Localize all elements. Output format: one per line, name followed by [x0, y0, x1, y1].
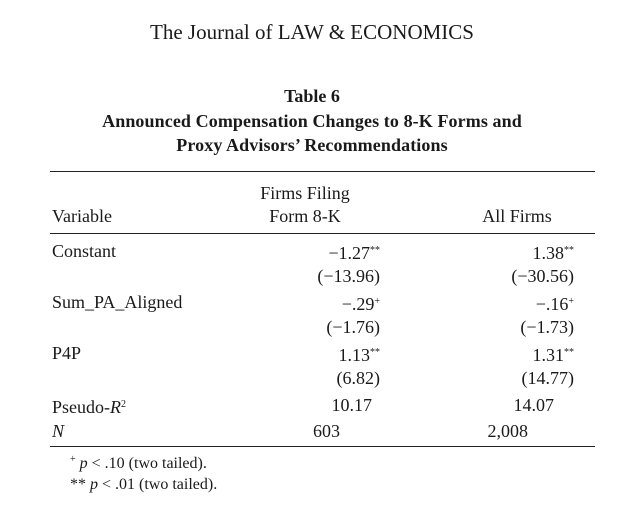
row-label-n: N — [52, 421, 65, 441]
table-title-line2: Proxy Advisors’ Recommendations — [176, 135, 448, 155]
p4p-col2-t: (14.77) — [521, 368, 575, 388]
variable-header: Variable — [52, 206, 112, 226]
constant-col1-t: (−13.96) — [317, 266, 380, 286]
table-number: Table 6 — [284, 86, 340, 106]
note-p10: + p < .10 (two tailed). — [70, 454, 207, 472]
row-label-sum-pa-aligned: Sum_PA_Aligned — [52, 292, 183, 312]
journal-title: The Journal of LAW & ECONOMICS — [150, 20, 474, 44]
pseudo-r2-col1: 10.17 — [331, 395, 373, 415]
sum-pa-aligned-col1-t: (−1.76) — [326, 317, 380, 337]
constant-col2: 1.38** — [532, 243, 575, 263]
row-label-p4p: P4P — [52, 343, 82, 363]
row-label-constant: Constant — [52, 241, 117, 261]
p4p-col1: 1.13** — [338, 345, 381, 365]
p4p-col2: 1.31** — [532, 345, 575, 365]
sum-pa-aligned-col2-t: (−1.73) — [520, 317, 574, 337]
col1-header-line2: Form 8-K — [269, 206, 341, 226]
table-title-line1: Announced Compensation Changes to 8-K Fo… — [102, 111, 522, 131]
constant-col2-t: (−30.56) — [511, 266, 574, 286]
col1-header-line1: Firms Filing — [260, 183, 350, 203]
note-p01: ** p < .01 (two tailed). — [70, 476, 218, 493]
pseudo-r2-col2: 14.07 — [513, 395, 555, 415]
sum-pa-aligned-col1: −.29+ — [341, 294, 380, 314]
header-rule — [50, 233, 595, 234]
n-col2: 2,008 — [487, 421, 529, 441]
table-bottom-rule — [50, 446, 595, 447]
row-label-pseudo-r2: Pseudo-R2 — [52, 397, 126, 417]
table-top-rule — [50, 171, 595, 172]
n-col1: 603 — [313, 421, 340, 441]
sum-pa-aligned-col2: −.16+ — [535, 294, 574, 314]
constant-col1: −1.27** — [328, 243, 380, 263]
col2-header: All Firms — [482, 206, 552, 226]
p4p-col1-t: (6.82) — [336, 368, 381, 388]
